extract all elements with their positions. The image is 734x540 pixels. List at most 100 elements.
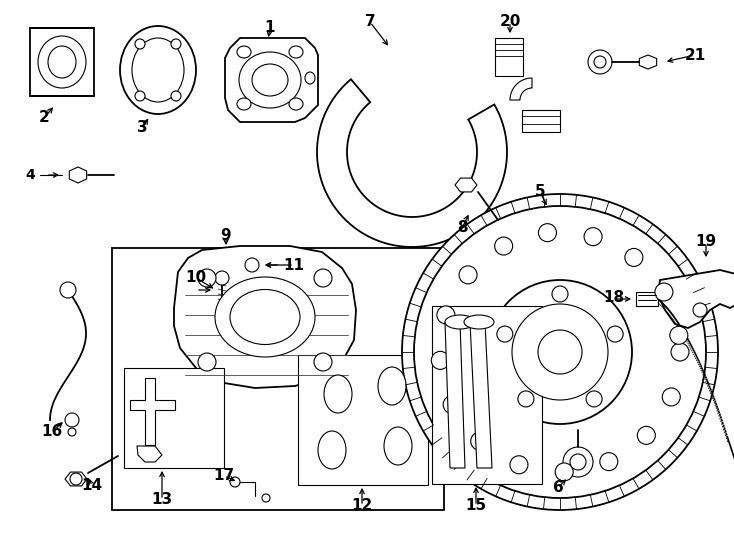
- Circle shape: [510, 456, 528, 474]
- Circle shape: [245, 258, 259, 272]
- Text: 18: 18: [603, 291, 625, 306]
- Text: 2: 2: [39, 111, 49, 125]
- Circle shape: [538, 330, 582, 374]
- Bar: [636, 292, 658, 306]
- Circle shape: [414, 206, 706, 498]
- Circle shape: [171, 39, 181, 49]
- Text: 5: 5: [534, 185, 545, 199]
- Text: 20: 20: [499, 15, 520, 30]
- Circle shape: [655, 283, 673, 301]
- Polygon shape: [455, 178, 477, 192]
- Circle shape: [314, 269, 332, 287]
- Text: 10: 10: [186, 271, 206, 286]
- Circle shape: [563, 447, 593, 477]
- Text: 6: 6: [553, 481, 564, 496]
- Circle shape: [552, 286, 568, 302]
- Bar: [432, 306, 542, 484]
- Polygon shape: [65, 472, 87, 486]
- Text: 3: 3: [137, 120, 148, 136]
- Ellipse shape: [239, 52, 301, 108]
- Polygon shape: [137, 446, 162, 462]
- Text: 1: 1: [265, 21, 275, 36]
- Ellipse shape: [252, 64, 288, 96]
- Circle shape: [215, 271, 229, 285]
- Text: 8: 8: [457, 220, 468, 235]
- Circle shape: [693, 303, 707, 317]
- Circle shape: [607, 326, 623, 342]
- Circle shape: [198, 353, 216, 371]
- Ellipse shape: [464, 315, 494, 329]
- Bar: [495, 38, 523, 76]
- Circle shape: [488, 280, 632, 424]
- Circle shape: [262, 494, 270, 502]
- Ellipse shape: [48, 46, 76, 78]
- Ellipse shape: [445, 315, 475, 329]
- Circle shape: [230, 477, 240, 487]
- Ellipse shape: [230, 289, 300, 345]
- Text: 19: 19: [695, 234, 716, 249]
- Circle shape: [171, 91, 181, 101]
- Circle shape: [135, 39, 145, 49]
- Circle shape: [459, 266, 477, 284]
- Circle shape: [588, 50, 612, 74]
- Circle shape: [65, 413, 79, 427]
- Circle shape: [662, 388, 680, 406]
- Text: 16: 16: [41, 424, 62, 440]
- Circle shape: [671, 343, 689, 361]
- Ellipse shape: [132, 38, 184, 102]
- Polygon shape: [69, 167, 87, 183]
- Circle shape: [437, 306, 455, 324]
- Text: 12: 12: [352, 498, 373, 514]
- Circle shape: [402, 194, 718, 510]
- Polygon shape: [445, 322, 465, 468]
- Ellipse shape: [120, 26, 196, 114]
- Text: 11: 11: [283, 258, 305, 273]
- Text: 7: 7: [365, 15, 375, 30]
- Circle shape: [198, 269, 216, 287]
- Circle shape: [625, 248, 643, 266]
- Bar: [298, 355, 428, 485]
- Ellipse shape: [237, 98, 251, 110]
- Ellipse shape: [324, 375, 352, 413]
- Text: 21: 21: [684, 48, 705, 63]
- Circle shape: [314, 353, 332, 371]
- Bar: [30, 28, 94, 96]
- Circle shape: [637, 427, 655, 444]
- Text: 9: 9: [221, 228, 231, 244]
- Ellipse shape: [289, 46, 303, 58]
- Polygon shape: [470, 322, 492, 468]
- Circle shape: [432, 352, 449, 369]
- Bar: [124, 368, 224, 468]
- Circle shape: [470, 432, 489, 450]
- Ellipse shape: [384, 427, 412, 465]
- Text: 14: 14: [81, 478, 103, 494]
- Ellipse shape: [305, 72, 315, 84]
- Bar: [522, 110, 560, 132]
- Ellipse shape: [237, 46, 251, 58]
- Ellipse shape: [289, 98, 303, 110]
- Circle shape: [512, 304, 608, 400]
- Circle shape: [443, 396, 461, 414]
- Polygon shape: [510, 78, 532, 100]
- Text: 13: 13: [151, 492, 172, 508]
- Ellipse shape: [38, 36, 86, 88]
- Circle shape: [135, 91, 145, 101]
- Circle shape: [539, 224, 556, 242]
- Bar: [112, 248, 444, 510]
- Ellipse shape: [215, 277, 315, 357]
- Circle shape: [60, 282, 76, 298]
- Circle shape: [670, 326, 688, 345]
- Polygon shape: [174, 246, 356, 388]
- Polygon shape: [639, 55, 657, 69]
- Circle shape: [70, 473, 82, 485]
- Text: 4: 4: [25, 168, 35, 182]
- Circle shape: [570, 454, 586, 470]
- Circle shape: [584, 228, 602, 246]
- Text: 17: 17: [214, 469, 235, 483]
- Circle shape: [594, 56, 606, 68]
- Circle shape: [555, 463, 573, 481]
- Circle shape: [600, 453, 618, 471]
- Polygon shape: [130, 378, 175, 445]
- Circle shape: [68, 428, 76, 436]
- Circle shape: [497, 326, 513, 342]
